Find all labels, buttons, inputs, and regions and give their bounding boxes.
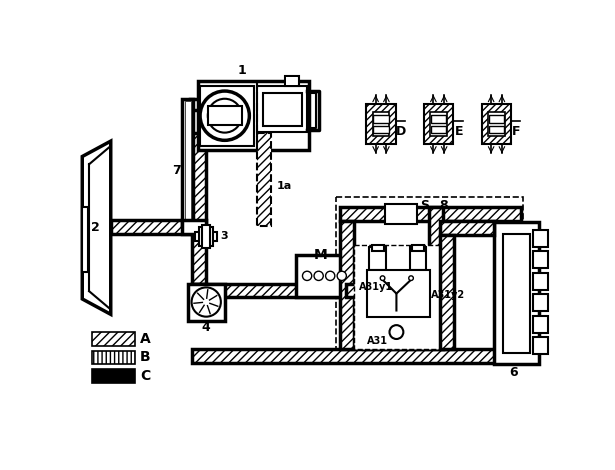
Bar [346,284,363,298]
Circle shape [208,99,242,133]
Bar [184,101,191,224]
Bar [188,283,224,321]
Bar [488,112,505,136]
Bar [92,351,135,364]
Circle shape [380,276,385,281]
Bar [263,94,302,125]
Text: A31y2: A31y2 [431,290,465,300]
Bar [92,369,135,383]
Bar [440,235,454,349]
Circle shape [409,276,413,281]
Circle shape [303,271,312,281]
Text: 7: 7 [173,164,181,177]
Text: A31y1: A31y1 [359,282,393,292]
Bar [296,255,349,298]
Text: 1: 1 [238,64,247,77]
Circle shape [389,325,403,339]
Bar [440,221,494,235]
Bar [346,284,431,298]
Bar [92,332,135,346]
Text: 3: 3 [220,231,228,241]
Bar [257,86,307,132]
Text: A31: A31 [367,337,388,346]
Circle shape [200,91,249,141]
Bar [287,77,297,85]
Text: 8: 8 [438,198,447,212]
Bar [412,245,424,251]
Bar [192,133,206,234]
Bar [340,221,354,349]
Text: E: E [454,125,463,138]
Bar [429,207,443,300]
Bar [285,76,299,86]
Bar [533,251,548,268]
Text: A: A [140,332,151,346]
Bar [533,337,548,354]
Bar [196,232,217,241]
Bar [340,207,521,221]
Circle shape [314,271,323,281]
Circle shape [337,271,346,281]
Bar [431,125,446,133]
Bar [533,273,548,290]
Bar [82,206,89,272]
Text: B: B [140,351,151,364]
Text: 2: 2 [91,221,100,234]
Bar [199,227,213,246]
Bar [373,115,389,123]
Bar [373,125,389,133]
Text: 1a: 1a [277,181,292,191]
Bar [192,234,206,300]
Bar [494,222,539,364]
Text: C: C [140,369,150,383]
Circle shape [325,271,335,281]
Bar [192,283,346,298]
Bar [208,106,242,125]
Bar [192,283,206,298]
Bar [410,247,426,270]
Bar [198,81,309,150]
Text: F: F [512,125,521,138]
Bar [385,204,417,224]
Bar [367,270,430,317]
Bar [367,104,395,144]
Bar [372,245,384,251]
Bar [373,112,389,136]
Bar [183,220,206,234]
Bar [424,104,453,144]
Bar [489,115,504,123]
Bar [533,316,548,333]
Bar [504,234,530,353]
Polygon shape [82,141,111,314]
Bar [183,99,193,226]
Bar [363,335,443,349]
Bar [430,112,447,136]
Bar [192,349,523,363]
Text: 6: 6 [509,366,518,379]
Bar [482,104,511,144]
Bar [200,86,254,146]
Text: D: D [396,125,406,138]
Bar [257,133,271,226]
Bar [336,196,523,357]
Bar [533,230,548,247]
Bar [489,125,504,133]
Bar [111,220,196,234]
Bar [370,247,386,270]
Bar [533,294,548,311]
Circle shape [192,287,221,317]
Bar [354,245,446,349]
Text: S: S [420,198,429,212]
Text: 4: 4 [202,321,210,334]
Bar [431,115,446,123]
Text: M: M [314,248,328,262]
Bar [202,225,210,248]
